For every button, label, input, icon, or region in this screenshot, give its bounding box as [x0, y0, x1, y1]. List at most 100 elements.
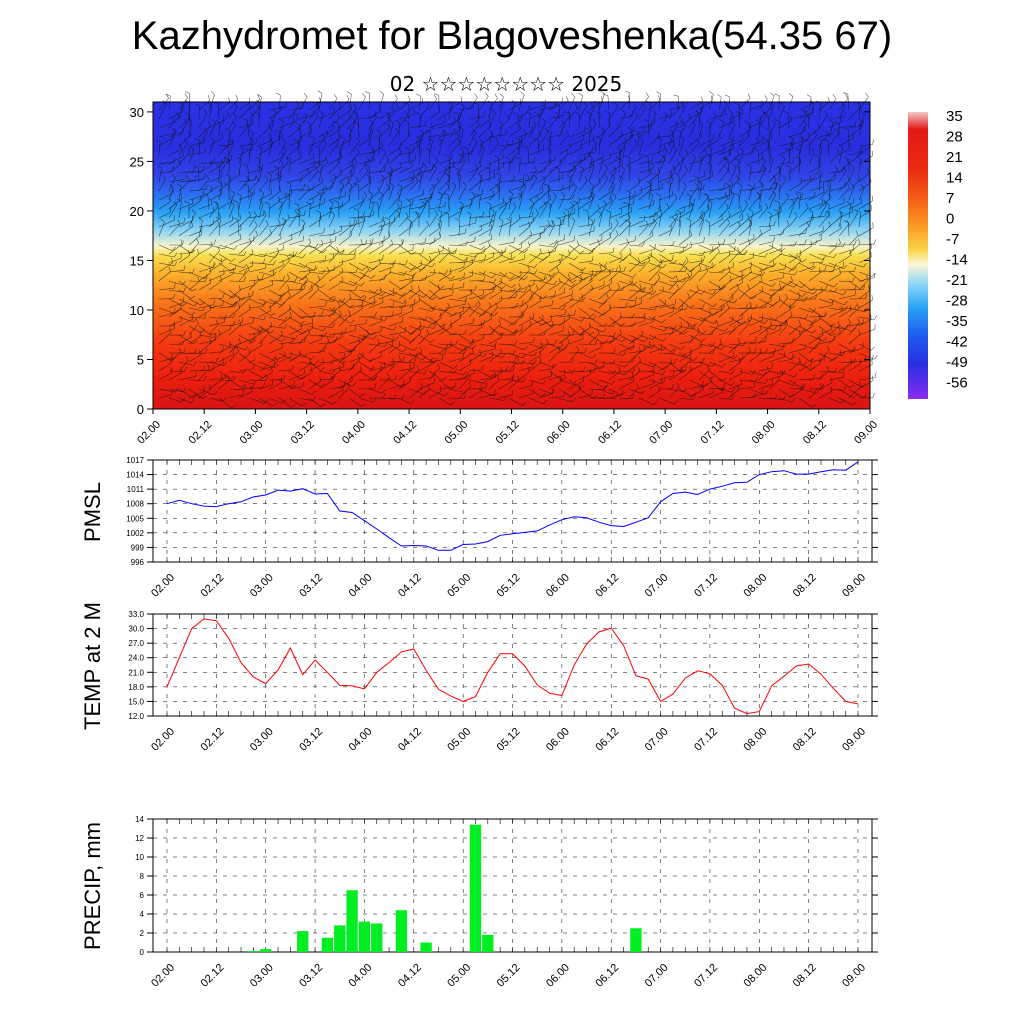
wind-barb-flag	[610, 222, 613, 228]
wind-barb	[368, 170, 385, 174]
wind-barb-flag	[618, 366, 621, 372]
wind-barb-flag	[372, 210, 375, 216]
wind-barb	[508, 343, 525, 351]
wind-barb-flag	[606, 209, 611, 213]
wind-barb-flag	[638, 137, 644, 142]
wind-barb	[848, 203, 852, 219]
wind-barb-flag	[402, 348, 407, 353]
wind-barb	[158, 331, 172, 345]
wind-barb	[368, 259, 383, 264]
wind-barb	[478, 96, 489, 111]
wind-barb	[418, 382, 435, 390]
wind-barb	[158, 253, 175, 258]
wind-barb-flag	[830, 323, 836, 327]
wind-barb-flag	[518, 283, 521, 288]
wind-barb-flag	[765, 302, 768, 308]
wind-barb-flag	[230, 189, 235, 194]
wind-barb	[258, 127, 271, 138]
wind-barb	[658, 311, 674, 318]
wind-barb-flag	[773, 236, 775, 242]
wind-barb	[608, 316, 621, 327]
x-tick-label: 04.12	[391, 419, 419, 447]
wind-barb-flag	[559, 258, 561, 264]
wind-barb-flag	[246, 175, 249, 181]
wind-barb	[298, 363, 312, 372]
wind-barb-flag	[766, 146, 772, 150]
wind-barb-flag	[848, 143, 851, 149]
wind-barb	[678, 158, 685, 174]
wind-barb-flag	[685, 305, 689, 311]
wind-barb	[738, 136, 750, 147]
wind-barb-flag	[485, 92, 489, 97]
wind-barb	[848, 347, 864, 354]
wind-barb-flag	[454, 248, 458, 254]
wind-barb	[668, 106, 683, 111]
wind-barb	[438, 294, 453, 300]
wind-barb	[188, 199, 202, 210]
wind-barb-flag	[395, 127, 399, 133]
wind-barb-flag	[862, 318, 864, 324]
colorbar-label: -35	[946, 313, 968, 330]
wind-barb	[628, 351, 641, 363]
wind-barb	[598, 379, 612, 385]
wind-barb-flag	[360, 239, 363, 245]
wind-barb	[568, 338, 583, 345]
wind-barb-flag	[636, 383, 639, 388]
wind-barb	[698, 244, 713, 252]
wind-barb-flag	[741, 320, 746, 325]
wind-barb-flag	[872, 375, 874, 381]
wind-barb	[678, 262, 691, 272]
wind-barb-flag	[236, 193, 242, 197]
wind-barb	[558, 318, 571, 327]
wind-barb-flag	[541, 101, 546, 107]
x-tick-label: 05.00	[445, 572, 473, 600]
wind-barb	[208, 379, 223, 390]
wind-barb-flag	[547, 220, 551, 226]
wind-barb-flag	[857, 174, 861, 180]
wind-barb-flag	[609, 232, 612, 238]
wind-barb	[668, 216, 678, 228]
wind-barb-flag	[268, 123, 271, 129]
wind-barb-flag	[429, 193, 432, 199]
wind-barb	[238, 124, 253, 129]
wind-barb	[218, 220, 233, 228]
wind-barb-flag	[561, 191, 566, 196]
wind-barb-flag	[495, 138, 499, 143]
wind-barb	[738, 370, 753, 376]
wind-barb-flag	[609, 304, 612, 310]
wind-barb	[228, 218, 242, 228]
wind-barb-flag	[396, 209, 400, 215]
wind-barb-flag	[615, 394, 618, 400]
wind-barb-flag	[199, 330, 202, 336]
wind-barb-flag	[210, 159, 213, 165]
wind-barb	[468, 252, 484, 255]
wind-barb-flag	[295, 113, 299, 119]
x-tick-label: 07.12	[699, 419, 727, 447]
wind-barb-flag	[257, 94, 262, 98]
wind-barb-flag	[533, 359, 537, 365]
wind-barb	[258, 159, 261, 174]
wind-barb-flag	[707, 145, 713, 149]
wind-barb-flag	[707, 199, 713, 203]
wind-barb-flag	[621, 389, 623, 395]
colorbar-label: 7	[946, 190, 954, 207]
wind-barb-flag	[727, 218, 730, 224]
wind-barb-flag	[790, 393, 795, 398]
wind-barb	[258, 192, 264, 210]
wind-barb-flag	[278, 186, 281, 192]
wind-barb-flag	[199, 229, 203, 235]
wind-barb	[638, 361, 654, 368]
wind-barb	[498, 221, 512, 228]
wind-barb	[838, 223, 850, 237]
wind-barb	[158, 219, 175, 228]
wind-barb-flag	[303, 284, 306, 290]
wind-barb	[678, 353, 692, 363]
wind-barb-flag	[302, 381, 305, 387]
wind-barb-flag	[216, 219, 220, 225]
wind-barb-flag	[263, 315, 267, 320]
wind-barb-flag	[353, 220, 356, 226]
wind-barb	[688, 289, 702, 295]
wind-barb-flag	[448, 205, 451, 211]
wind-barb	[248, 180, 259, 192]
